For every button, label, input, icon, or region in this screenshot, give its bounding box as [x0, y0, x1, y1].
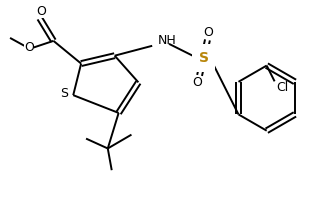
Text: O: O: [193, 76, 202, 89]
Text: S: S: [60, 87, 68, 100]
Text: O: O: [37, 5, 46, 18]
Text: S: S: [198, 51, 208, 65]
Text: Cl: Cl: [277, 81, 289, 94]
Text: O: O: [203, 26, 213, 40]
Text: NH: NH: [158, 34, 177, 47]
Text: O: O: [24, 41, 34, 54]
